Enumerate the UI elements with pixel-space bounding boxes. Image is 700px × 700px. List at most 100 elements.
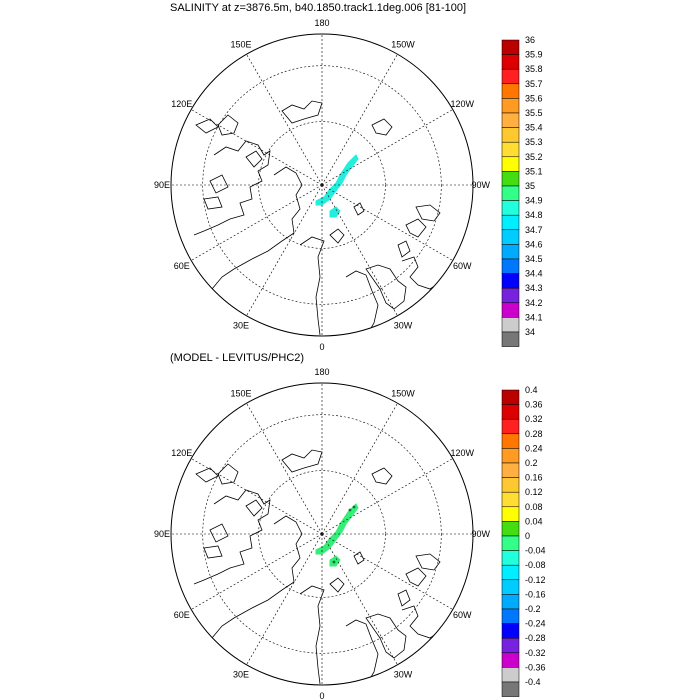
top-colorbar-label: 34.6 <box>525 239 543 249</box>
bottom-longitude-label: 30E <box>233 669 249 679</box>
bottom-colorbar-bin <box>501 637 520 654</box>
bottom-colorbar-label: -0.2 <box>525 604 541 614</box>
bottom-longitude-label: 30W <box>394 669 413 679</box>
bottom-colorbar-label: 0.36 <box>525 400 543 410</box>
top-colorbar-bin <box>501 54 520 70</box>
bottom-coastline <box>195 467 219 483</box>
bottom-longitude-label: 60W <box>453 610 472 620</box>
bottom-colorbar-label: 0.2 <box>525 458 538 468</box>
top-longitude-label: 90W <box>471 180 490 190</box>
bottom-colorbar-bin <box>501 608 520 624</box>
bottom-coastline <box>217 463 239 485</box>
bottom-meridian-line <box>191 533 323 610</box>
bottom-colorbar-bin <box>501 535 520 551</box>
bottom-colorbar-label: 0.28 <box>525 429 543 439</box>
bottom-colorbar-bin <box>501 506 520 522</box>
bottom-coastline <box>415 553 441 571</box>
top-colorbar-label: 35.9 <box>525 50 543 60</box>
bottom-colorbar-bin <box>501 433 520 449</box>
bottom-field-dark-pixel <box>352 505 356 509</box>
top-longitude-label: 60E <box>174 261 190 271</box>
bottom-longitude-label: 120E <box>171 448 192 458</box>
top-coastline <box>245 150 263 168</box>
bottom-colorbar-bin <box>501 448 520 464</box>
top-colorbar-bin <box>501 141 520 158</box>
top-colorbar-label: 34.8 <box>525 210 543 220</box>
bottom-coastline <box>365 613 407 659</box>
bottom-longitude-label: 90E <box>154 529 170 539</box>
bottom-colorbar-label: 0 <box>525 531 530 541</box>
top-colorbar-label: 35.3 <box>525 137 543 147</box>
top-coastline <box>209 174 229 194</box>
top-colorbar-bin <box>501 39 520 55</box>
bottom-colorbar-label: -0.4 <box>525 677 541 687</box>
top-colorbar-bin <box>501 229 520 245</box>
bottom-colorbar-bin <box>501 418 520 435</box>
top-meridian-line <box>191 184 323 261</box>
bottom-longitude-label: 120W <box>451 448 475 458</box>
bottom-colorbar-bin <box>501 681 520 697</box>
bottom-coastline <box>193 489 271 585</box>
bottom-coastline <box>281 449 323 473</box>
top-colorbar-label: 34.7 <box>525 225 543 235</box>
bottom-colorbar-bin <box>501 521 520 537</box>
bottom-coastline <box>397 589 411 607</box>
top-colorbar-bin <box>501 83 520 99</box>
top-colorbar-label: 35.1 <box>525 166 543 176</box>
bottom-longitude-label: 150W <box>391 389 415 399</box>
top-coastline <box>365 264 407 310</box>
bottom-coastline <box>209 523 229 543</box>
top-coastline <box>397 240 411 258</box>
bottom-meridian-line <box>246 533 323 665</box>
top-colorbar-bin <box>501 214 520 231</box>
top-colorbar-label: 36 <box>525 35 535 45</box>
bottom-colorbar-label: -0.04 <box>525 546 546 556</box>
bottom-coastline <box>211 515 303 639</box>
bottom-meridian-line <box>321 533 398 665</box>
bottom-coastline <box>329 577 345 593</box>
top-longitude-label: 30E <box>233 320 249 330</box>
bottom-colorbar-label: -0.12 <box>525 575 546 585</box>
bottom-latitude-circle <box>202 414 442 654</box>
top-longitude-label: 60W <box>453 261 472 271</box>
bottom-colorbar-label: 0.4 <box>525 385 538 395</box>
bottom-colorbar-bin <box>501 564 520 581</box>
top-colorbar-label: 35.6 <box>525 93 543 103</box>
bottom-colorbar-label: -0.16 <box>525 589 546 599</box>
top-colorbar-bin <box>501 171 520 187</box>
bottom-colorbar-bin <box>501 550 520 566</box>
bottom-meridian-line <box>246 403 323 535</box>
top-colorbar: 36 35.9 35.8 35.7 35.6 35.5 35.4 35.3 35.2 35.1 35… <box>501 35 543 347</box>
top-colorbar-bin <box>501 287 520 304</box>
bottom-coastline <box>405 567 427 587</box>
top-colorbar-bin <box>501 156 520 172</box>
bottom-meridian-line <box>191 458 323 535</box>
bottom-longitude-label: 60E <box>174 610 190 620</box>
top-longitude-label: 180 <box>314 18 329 28</box>
bottom-coastline <box>245 499 263 517</box>
bottom-field-patch-main <box>315 503 359 555</box>
top-colorbar-label: 34 <box>525 327 535 337</box>
bottom-coastline <box>345 619 379 683</box>
top-colorbar-bin <box>501 244 520 260</box>
top-colorbar-bin <box>501 200 520 216</box>
bottom-colorbar-bin <box>501 389 520 405</box>
bottom-colorbar-label: -0.24 <box>525 619 546 629</box>
bottom-coastline <box>353 551 365 565</box>
bottom-meridian-line <box>321 403 398 535</box>
top-colorbar-bin <box>501 302 520 318</box>
bottom-colorbar-label: 0.04 <box>525 516 543 526</box>
bottom-colorbar-label: -0.28 <box>525 633 546 643</box>
top-longitude-label: 120W <box>451 99 475 109</box>
top-coastline <box>193 140 271 236</box>
bottom-meridian-line <box>321 533 453 610</box>
top-map-boundary <box>170 33 474 337</box>
bottom-coastline <box>371 467 393 485</box>
top-colorbar-bin <box>501 112 520 128</box>
top-coastline <box>203 196 223 210</box>
bottom-coastline <box>203 545 223 559</box>
top-coastline <box>353 202 365 216</box>
bottom-colorbar-bin <box>501 477 520 493</box>
top-meridian-line <box>191 109 323 186</box>
